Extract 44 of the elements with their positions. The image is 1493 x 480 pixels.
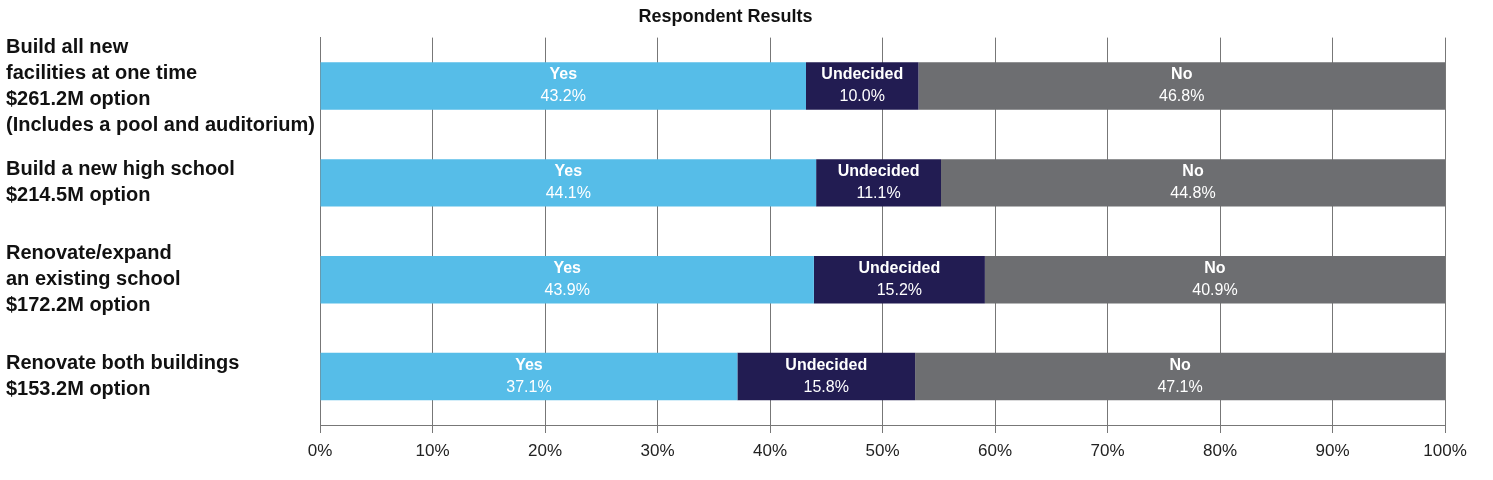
- x-tick-label: 100%: [1423, 440, 1467, 460]
- x-tick-label: 10%: [415, 440, 450, 460]
- y-tick-label: Renovate/expand an existing school $172.2M option: [6, 241, 181, 316]
- y-tick-label: Renovate both buildings $153.2M option: [6, 351, 240, 400]
- x-tick-label: 80%: [1202, 440, 1238, 460]
- data-label: 47.1%: [1157, 377, 1203, 395]
- text: Yes: [553, 259, 581, 277]
- data-label: 10.0%: [839, 87, 885, 105]
- series-label: Yes: [554, 162, 583, 180]
- data-label: 15.8%: [803, 377, 849, 395]
- x-tick-label: 20%: [527, 440, 563, 460]
- series-label: No: [1182, 162, 1204, 180]
- text: Undecided: [785, 355, 868, 373]
- chart-title: Respondent Results: [638, 5, 813, 26]
- bar: [320, 352, 738, 401]
- data-label: 37.1%: [506, 377, 552, 395]
- text: No: [1171, 65, 1193, 83]
- x-tick-label: 60%: [977, 440, 1013, 460]
- series-label: Undecided: [837, 162, 920, 180]
- text: Yes: [515, 355, 543, 373]
- x-tick-label: 90%: [1315, 440, 1350, 460]
- bar: [320, 62, 806, 110]
- data-label: 43.9%: [544, 281, 590, 299]
- text: Undecided: [821, 65, 904, 83]
- bar: [320, 256, 814, 304]
- bar: [320, 159, 817, 207]
- x-tick-label: 50%: [865, 440, 900, 460]
- y-tick-label: Build all new facilities at one time $261.2M option (Includes a pool and auditorium): [6, 34, 315, 135]
- data-label: 43.2%: [540, 87, 586, 105]
- text: Yes: [549, 65, 578, 83]
- data-label: 11.1%: [856, 184, 901, 202]
- x-tick-label: 0%: [307, 440, 333, 460]
- text: Undecided: [858, 259, 941, 277]
- data-label: 40.9%: [1192, 281, 1238, 299]
- x-tick-label: 30%: [640, 440, 675, 460]
- data-label: 44.1%: [545, 184, 591, 202]
- data-label: 44.8%: [1170, 184, 1216, 202]
- text: No: [1169, 355, 1191, 373]
- data-label: 46.8%: [1159, 87, 1205, 105]
- x-tick-label: 70%: [1090, 440, 1125, 460]
- data-label: 15.2%: [876, 281, 923, 299]
- text: No: [1204, 259, 1226, 277]
- y-tick-label: Build a new high school $214.5M option: [6, 157, 235, 206]
- x-tick-label: 40%: [752, 440, 788, 460]
